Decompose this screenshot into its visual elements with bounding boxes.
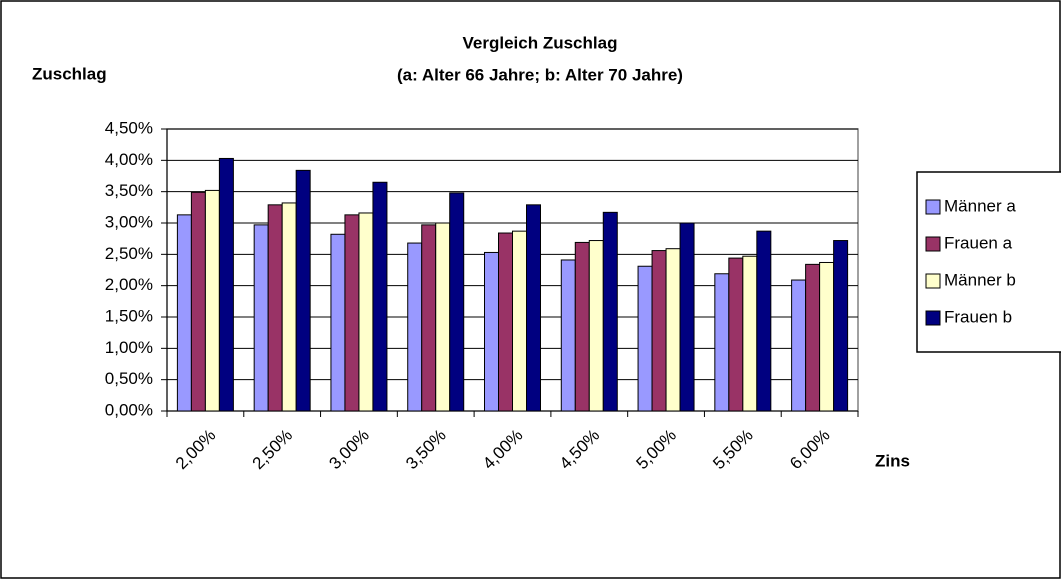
bar bbox=[358, 212, 374, 412]
bar bbox=[218, 157, 234, 412]
y-tick-label: 1,50% bbox=[105, 306, 153, 325]
bar bbox=[651, 250, 667, 412]
bar bbox=[204, 189, 220, 412]
chart-title: Vergleich Zuschlag bbox=[463, 33, 618, 52]
chart-subtitle: (a: Alter 66 Jahre; b: Alter 70 Jahre) bbox=[397, 65, 683, 84]
bar bbox=[344, 214, 360, 412]
legend-swatch bbox=[925, 310, 941, 326]
bar bbox=[190, 191, 206, 412]
bar bbox=[714, 273, 730, 412]
legend-box bbox=[916, 171, 1061, 353]
legend-label: Frauen a bbox=[944, 233, 1013, 252]
y-tick-label: 1,00% bbox=[105, 338, 153, 357]
bar bbox=[253, 224, 269, 412]
bar bbox=[560, 259, 576, 412]
y-tick-label: 4,50% bbox=[105, 118, 153, 137]
bar bbox=[526, 204, 541, 412]
bar bbox=[484, 251, 499, 412]
bar bbox=[330, 233, 346, 412]
legend-swatch bbox=[925, 236, 941, 252]
legend-label: Männer b bbox=[944, 270, 1016, 289]
bar bbox=[588, 240, 604, 412]
legend-swatch bbox=[925, 273, 941, 289]
bar bbox=[449, 192, 465, 412]
bar bbox=[833, 240, 849, 412]
y-tick-label: 4,00% bbox=[105, 150, 153, 169]
bar bbox=[602, 211, 618, 412]
bar bbox=[176, 214, 192, 412]
y-tick-label: 0,00% bbox=[105, 400, 153, 419]
bar bbox=[281, 202, 297, 412]
bar bbox=[295, 169, 311, 412]
bar bbox=[407, 242, 423, 412]
y-tick-label: 2,00% bbox=[105, 275, 153, 294]
bar bbox=[665, 248, 681, 412]
legend-swatch bbox=[925, 199, 941, 215]
bar bbox=[679, 222, 695, 412]
bar bbox=[498, 232, 513, 412]
y-tick-label: 3,50% bbox=[105, 181, 153, 200]
bar bbox=[267, 204, 283, 412]
legend-label: Männer a bbox=[944, 196, 1016, 215]
bar bbox=[756, 230, 772, 412]
y-tick-label: 3,00% bbox=[105, 212, 153, 231]
bar bbox=[512, 230, 527, 412]
bar bbox=[637, 265, 653, 412]
bar bbox=[372, 181, 388, 412]
bar bbox=[819, 261, 835, 412]
y-axis-label: Zuschlag bbox=[32, 64, 107, 83]
bar bbox=[421, 224, 437, 412]
x-axis-label: Zins bbox=[875, 451, 910, 470]
y-tick-label: 2,50% bbox=[105, 244, 153, 263]
bar bbox=[728, 257, 744, 412]
y-tick-label: 0,50% bbox=[105, 369, 153, 388]
bar bbox=[791, 279, 807, 412]
bar bbox=[742, 255, 758, 412]
legend-label: Frauen b bbox=[944, 307, 1012, 326]
bar bbox=[574, 241, 590, 412]
bar bbox=[435, 222, 451, 412]
bar bbox=[805, 263, 821, 412]
